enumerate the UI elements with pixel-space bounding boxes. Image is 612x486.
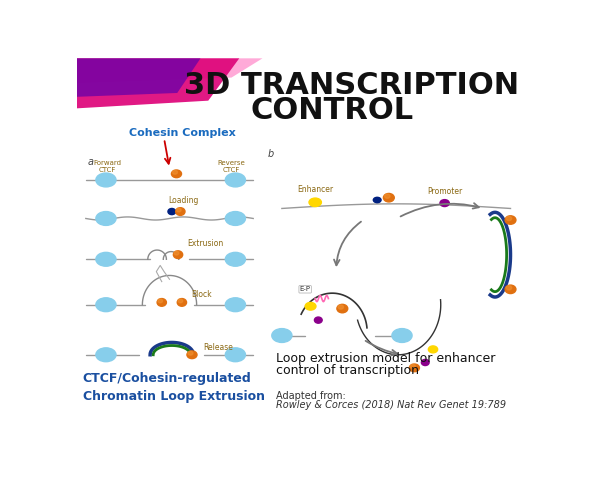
Ellipse shape (96, 252, 116, 266)
Ellipse shape (187, 351, 197, 359)
Polygon shape (76, 58, 201, 97)
Ellipse shape (505, 285, 516, 294)
Text: CTCF/Cohesin-regulated
Chromatin Loop Extrusion: CTCF/Cohesin-regulated Chromatin Loop Ex… (83, 372, 265, 403)
Text: CONTROL: CONTROL (251, 96, 414, 125)
Ellipse shape (225, 173, 245, 187)
Ellipse shape (338, 305, 343, 309)
Ellipse shape (225, 252, 245, 266)
Ellipse shape (506, 216, 512, 221)
Ellipse shape (173, 171, 177, 174)
Ellipse shape (178, 299, 182, 303)
Text: a: a (88, 156, 94, 167)
Text: control of transcription: control of transcription (277, 364, 419, 378)
Ellipse shape (171, 170, 182, 178)
Ellipse shape (337, 304, 348, 313)
Ellipse shape (309, 198, 321, 207)
Text: Cohesin Complex: Cohesin Complex (129, 128, 236, 138)
Ellipse shape (506, 286, 512, 290)
Polygon shape (76, 58, 239, 108)
Ellipse shape (428, 346, 438, 353)
Text: Forward
CTCF: Forward CTCF (94, 159, 122, 173)
Ellipse shape (392, 329, 412, 343)
Text: Enhancer: Enhancer (297, 186, 334, 194)
Ellipse shape (373, 197, 381, 203)
Ellipse shape (225, 211, 245, 226)
Ellipse shape (173, 251, 182, 259)
Ellipse shape (188, 351, 193, 355)
Ellipse shape (422, 359, 429, 365)
Ellipse shape (409, 364, 419, 372)
Ellipse shape (225, 348, 245, 362)
Text: Loop extrusion model for enhancer: Loop extrusion model for enhancer (277, 352, 496, 365)
Text: Extrusion: Extrusion (187, 240, 223, 248)
Ellipse shape (384, 194, 390, 198)
Ellipse shape (410, 364, 416, 368)
Ellipse shape (157, 298, 166, 306)
Text: Rowley & Corces (2018) Nat Rev Genet 19:789: Rowley & Corces (2018) Nat Rev Genet 19:… (277, 400, 507, 410)
Text: Block: Block (191, 290, 212, 299)
Ellipse shape (174, 251, 179, 255)
Text: b: b (268, 149, 274, 159)
Ellipse shape (272, 329, 292, 343)
Ellipse shape (168, 208, 176, 215)
Ellipse shape (505, 216, 516, 224)
Text: Promoter: Promoter (427, 187, 462, 196)
Ellipse shape (176, 208, 181, 212)
Ellipse shape (176, 208, 185, 215)
Ellipse shape (305, 302, 316, 310)
Ellipse shape (158, 299, 163, 303)
Ellipse shape (96, 348, 116, 362)
Text: 3D TRANSCRIPTION: 3D TRANSCRIPTION (184, 71, 519, 100)
Text: Release: Release (203, 343, 233, 351)
Ellipse shape (383, 193, 394, 202)
Ellipse shape (440, 200, 449, 207)
Ellipse shape (315, 317, 322, 323)
Polygon shape (76, 58, 263, 83)
Text: Reverse
CTCF: Reverse CTCF (218, 159, 245, 173)
Text: Loading: Loading (168, 195, 199, 205)
Ellipse shape (96, 211, 116, 226)
Text: E-P: E-P (300, 286, 311, 292)
Ellipse shape (96, 173, 116, 187)
Ellipse shape (177, 298, 187, 306)
Text: Adapted from:: Adapted from: (277, 391, 346, 400)
Ellipse shape (225, 298, 245, 312)
Ellipse shape (96, 298, 116, 312)
